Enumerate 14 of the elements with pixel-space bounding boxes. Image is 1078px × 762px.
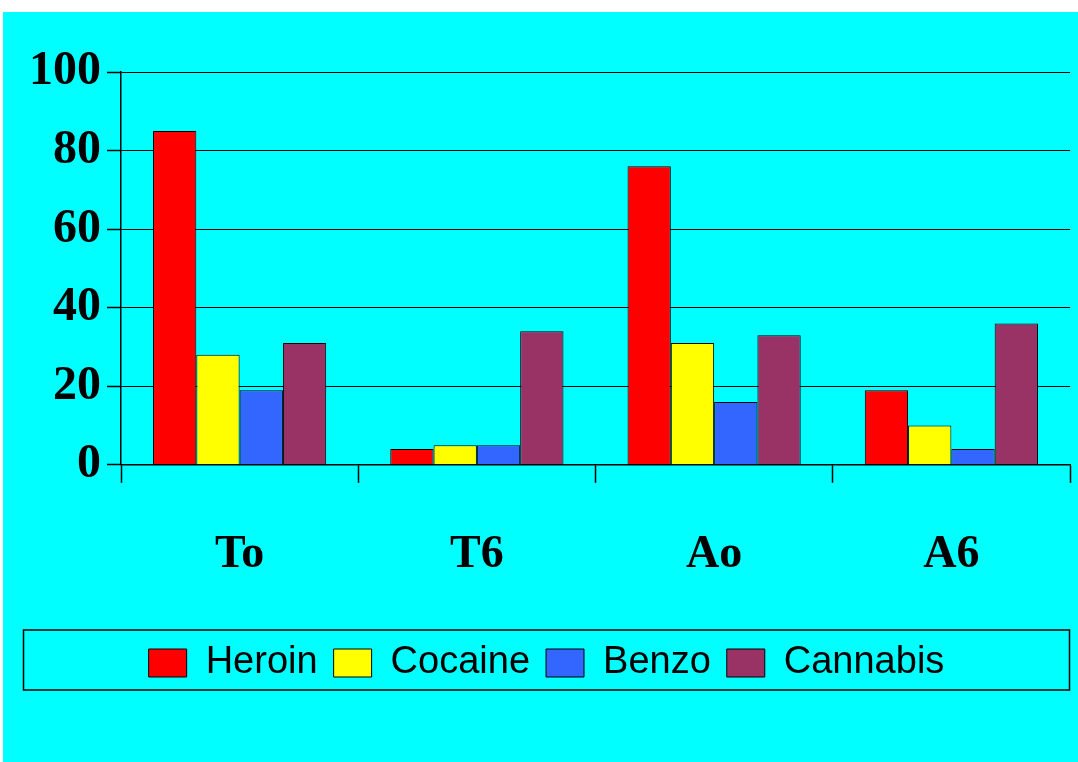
- y-tick-label: 100: [29, 41, 101, 95]
- x-tick-label: T6: [450, 526, 504, 578]
- x-tick-label: A6: [923, 526, 980, 578]
- y-tick-label: 20: [53, 355, 101, 409]
- legend-label: Cocaine: [390, 639, 531, 682]
- legend-label: Cannabis: [783, 639, 945, 682]
- y-tick-label: 80: [53, 119, 101, 173]
- y-tick-label: 0: [77, 434, 101, 488]
- y-tick-label: 60: [53, 198, 101, 252]
- legend-label: Benzo: [603, 639, 711, 682]
- x-tick-label: To: [214, 526, 265, 578]
- y-tick-label: 40: [53, 277, 101, 331]
- legend-label: Heroin: [205, 639, 318, 682]
- x-tick-label: Ao: [686, 526, 743, 578]
